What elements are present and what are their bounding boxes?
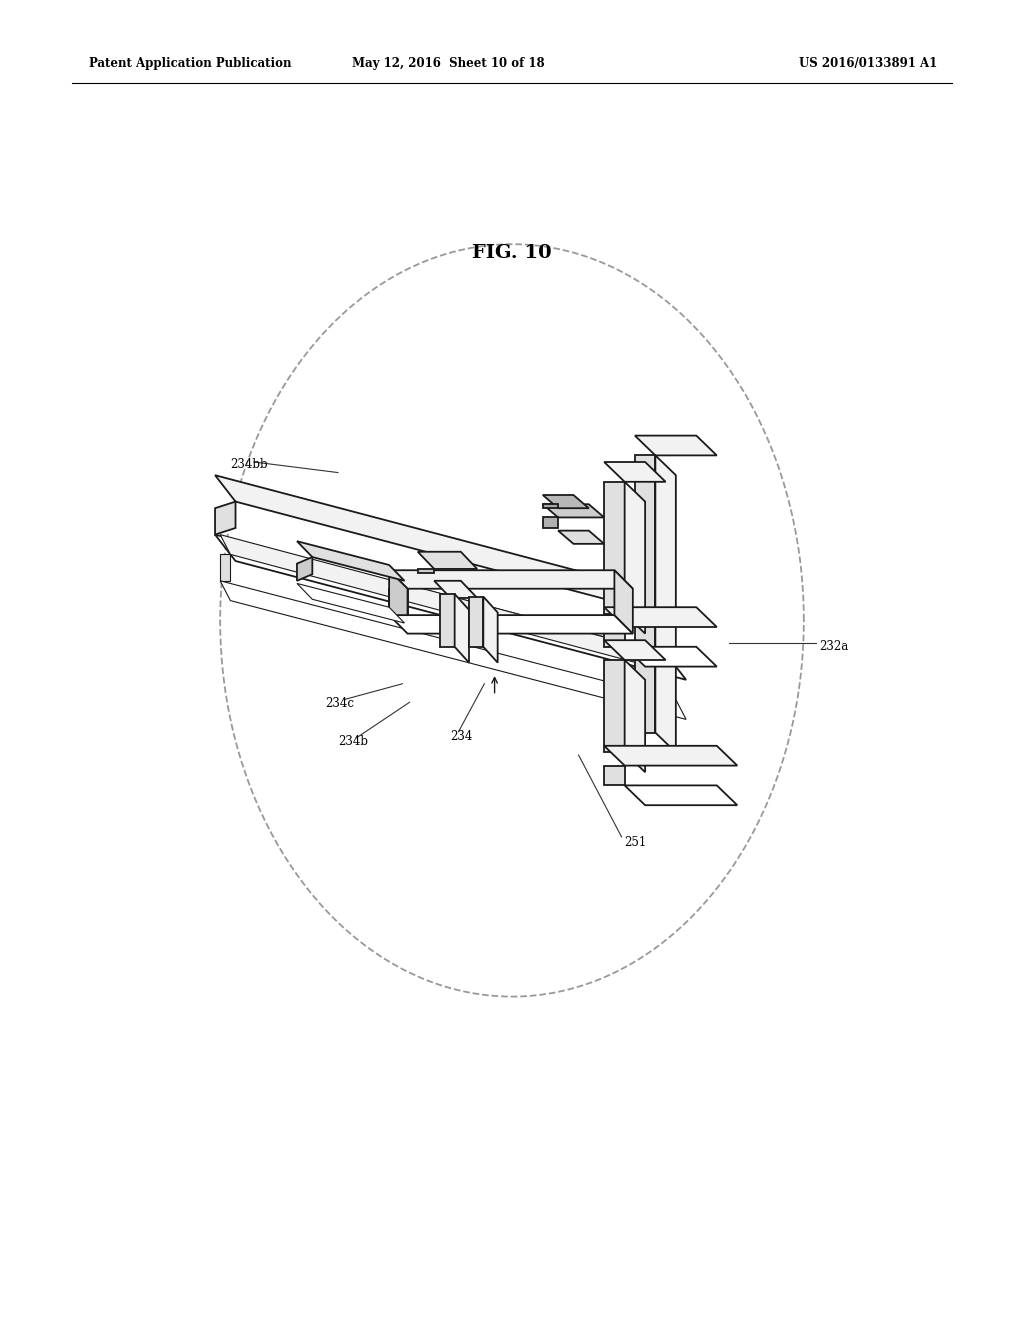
Polygon shape xyxy=(543,504,604,517)
Text: 234b: 234b xyxy=(338,735,368,748)
Polygon shape xyxy=(604,746,737,766)
Polygon shape xyxy=(543,495,589,508)
Polygon shape xyxy=(297,583,404,623)
Polygon shape xyxy=(625,785,737,805)
Text: 232a: 232a xyxy=(819,640,849,653)
Polygon shape xyxy=(604,607,717,627)
Polygon shape xyxy=(220,581,686,719)
Polygon shape xyxy=(543,517,558,528)
Polygon shape xyxy=(215,502,236,535)
Polygon shape xyxy=(625,482,645,634)
Text: May 12, 2016  Sheet 10 of 18: May 12, 2016 Sheet 10 of 18 xyxy=(352,57,545,70)
Polygon shape xyxy=(604,462,666,482)
Polygon shape xyxy=(604,482,625,614)
Polygon shape xyxy=(655,455,676,752)
Text: 251: 251 xyxy=(625,836,647,849)
Polygon shape xyxy=(543,504,558,508)
Text: 234bb: 234bb xyxy=(230,458,268,471)
Polygon shape xyxy=(220,554,230,581)
Polygon shape xyxy=(440,594,455,647)
Polygon shape xyxy=(418,552,477,569)
Polygon shape xyxy=(389,570,408,615)
Polygon shape xyxy=(434,581,477,598)
Polygon shape xyxy=(614,570,633,634)
Polygon shape xyxy=(220,535,676,673)
Text: 234: 234 xyxy=(451,730,473,743)
Text: Patent Application Publication: Patent Application Publication xyxy=(89,57,292,70)
Polygon shape xyxy=(558,531,604,544)
Text: 234c: 234c xyxy=(326,697,354,710)
Text: FIG. 10: FIG. 10 xyxy=(472,244,552,263)
Polygon shape xyxy=(455,594,469,663)
Polygon shape xyxy=(389,615,633,634)
Polygon shape xyxy=(635,455,655,733)
Text: US 2016/0133891 A1: US 2016/0133891 A1 xyxy=(799,57,937,70)
Polygon shape xyxy=(604,660,625,752)
Polygon shape xyxy=(483,597,498,663)
Polygon shape xyxy=(215,535,686,680)
Polygon shape xyxy=(418,569,434,573)
Polygon shape xyxy=(389,589,408,615)
Polygon shape xyxy=(297,541,404,581)
Polygon shape xyxy=(469,597,483,647)
Polygon shape xyxy=(297,557,312,581)
Polygon shape xyxy=(604,766,625,785)
Polygon shape xyxy=(604,627,625,647)
Polygon shape xyxy=(635,436,717,455)
Polygon shape xyxy=(389,570,633,589)
Polygon shape xyxy=(604,640,666,660)
Polygon shape xyxy=(215,475,686,620)
Polygon shape xyxy=(625,647,717,667)
Polygon shape xyxy=(625,660,645,772)
